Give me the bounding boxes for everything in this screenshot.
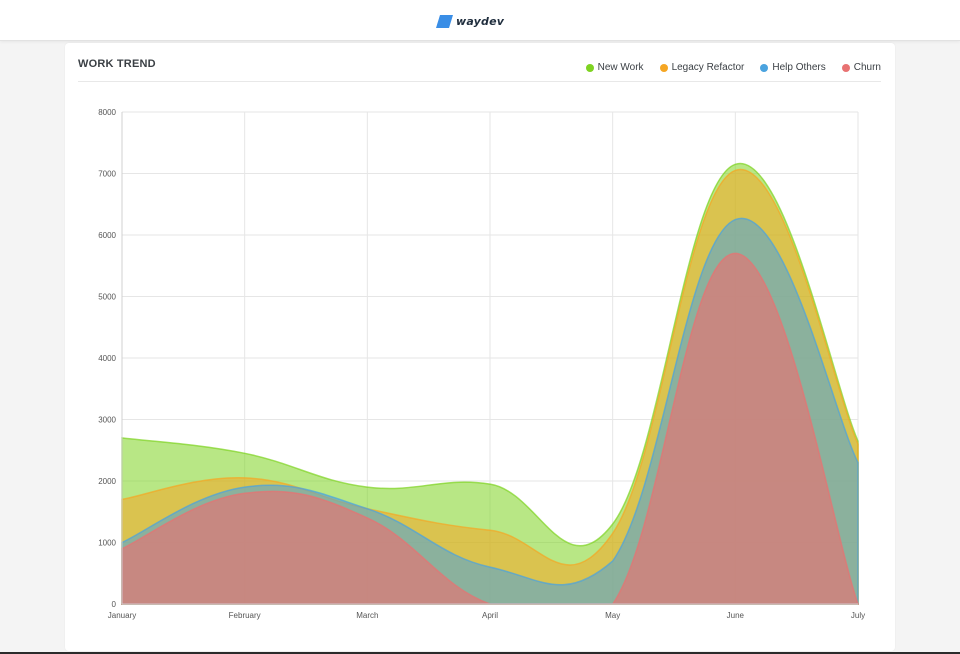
y-tick-label: 4000 xyxy=(98,354,116,363)
y-tick-label: 3000 xyxy=(98,416,116,425)
legend-item-churn[interactable]: Churn xyxy=(841,62,881,73)
legend-dot-icon xyxy=(841,63,850,72)
y-tick-label: 2000 xyxy=(98,477,116,486)
x-tick-label: February xyxy=(229,611,261,620)
x-tick-label: April xyxy=(482,611,498,620)
legend-label: Churn xyxy=(853,62,881,73)
top-bar: waydev xyxy=(0,0,960,41)
legend-label: Help Others xyxy=(772,62,826,73)
bottom-edge xyxy=(0,652,960,654)
legend-item-help-others[interactable]: Help Others xyxy=(760,62,826,73)
x-tick-label: March xyxy=(356,611,378,620)
card-title: WORK TREND xyxy=(78,58,156,70)
y-tick-label: 1000 xyxy=(98,539,116,548)
x-tick-label: July xyxy=(851,611,865,620)
card-divider xyxy=(78,81,881,82)
x-tick-label: January xyxy=(108,611,136,620)
logo-text: waydev xyxy=(456,14,505,28)
x-tick-label: May xyxy=(605,611,620,620)
y-tick-label: 0 xyxy=(112,600,117,609)
legend-label: New Work xyxy=(597,62,644,73)
y-tick-label: 7000 xyxy=(98,170,116,179)
y-tick-label: 5000 xyxy=(98,293,116,302)
y-tick-label: 8000 xyxy=(98,108,116,117)
x-tick-label: June xyxy=(727,611,745,620)
legend-item-new-work[interactable]: New Work xyxy=(585,62,644,73)
y-tick-label: 6000 xyxy=(98,231,116,240)
waydev-logo-icon xyxy=(436,14,453,28)
waydev-logo[interactable]: waydev xyxy=(436,13,504,29)
legend-dot-icon xyxy=(585,63,594,72)
chart-legend: New Work Legacy Refactor Help Others Churn xyxy=(570,62,881,73)
legend-item-legacy-refactor[interactable]: Legacy Refactor xyxy=(659,62,745,73)
legend-label: Legacy Refactor xyxy=(671,62,745,73)
legend-dot-icon xyxy=(659,63,668,72)
legend-dot-icon xyxy=(760,63,769,72)
